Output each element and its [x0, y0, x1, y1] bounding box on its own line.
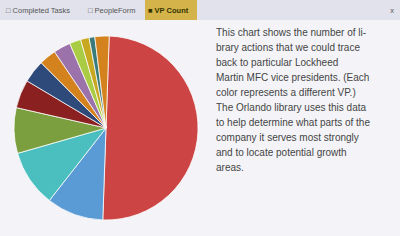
background: [0, 0, 400, 236]
pie: [14, 36, 198, 220]
description-line: to help determine what parts of the: [216, 117, 370, 128]
active-tab[interactable]: [145, 0, 197, 20]
tab-label[interactable]: ■ VP Count: [148, 6, 189, 15]
description: This chart shows the number of li-brary …: [216, 27, 370, 173]
tab-label[interactable]: □ PeopleForm: [88, 6, 135, 15]
tab-bar: □ Completed Tasks □ PeopleForm ■ VP Count x: [0, 0, 400, 20]
tab-bar-background: [0, 0, 400, 20]
pie-slice: [103, 36, 198, 220]
description-line: Martin MFC vice presidents. (Each: [216, 72, 369, 83]
pie-slice: [95, 36, 109, 128]
chart: □ Completed Tasks □ PeopleForm ■ VP Count x…: [0, 0, 400, 236]
description-line: This chart shows the number of li-: [216, 27, 366, 38]
description-line: brary actions that we could trace: [216, 42, 360, 53]
description-line: back to particular Lockheed: [216, 57, 338, 68]
description-line: areas.: [216, 162, 244, 173]
description-line: color represents a different VP.): [216, 87, 356, 98]
description-line: The Orlando library uses this data: [216, 102, 367, 113]
tab-label[interactable]: □ Completed Tasks: [6, 6, 70, 15]
close-button[interactable]: x: [390, 6, 394, 15]
description-line: company it serves most strongly: [216, 132, 359, 143]
description-line: and to locate potential growth: [216, 147, 347, 158]
